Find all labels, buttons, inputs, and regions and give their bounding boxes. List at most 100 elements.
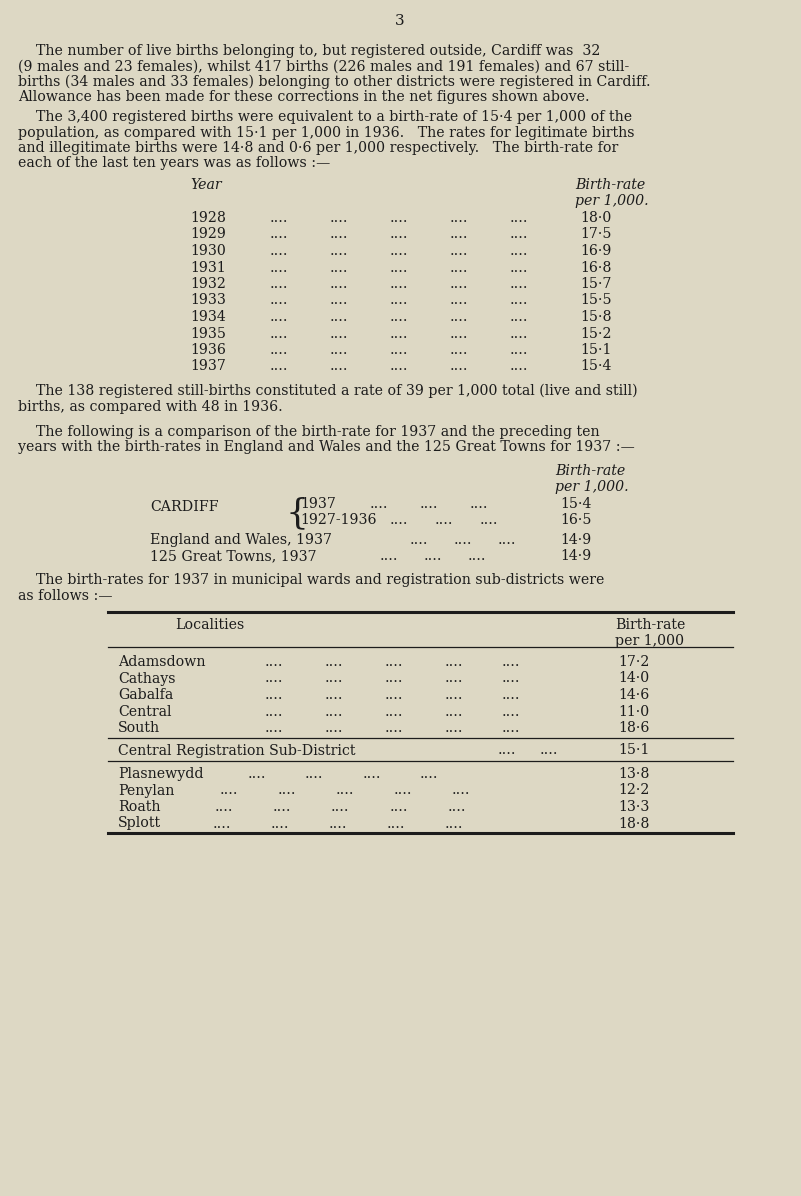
Text: 1933: 1933 — [190, 293, 226, 307]
Text: ....: .... — [305, 767, 324, 781]
Text: 15·1: 15·1 — [580, 343, 611, 356]
Text: ....: .... — [420, 498, 438, 511]
Text: ....: .... — [270, 360, 288, 373]
Text: ....: .... — [385, 655, 404, 669]
Text: 16·9: 16·9 — [580, 244, 611, 258]
Text: 1934: 1934 — [190, 310, 226, 324]
Text: ....: .... — [502, 655, 521, 669]
Text: ....: .... — [470, 498, 489, 511]
Text: ....: .... — [336, 783, 355, 798]
Text: 1929: 1929 — [190, 227, 226, 242]
Text: ....: .... — [270, 210, 288, 225]
Text: 15·1: 15·1 — [618, 744, 650, 757]
Text: ....: .... — [498, 533, 517, 547]
Text: Central: Central — [118, 704, 171, 719]
Text: as follows :—: as follows :— — [18, 588, 112, 603]
Text: ....: .... — [390, 360, 409, 373]
Text: 15·7: 15·7 — [580, 277, 611, 291]
Text: ....: .... — [325, 721, 344, 736]
Text: 1936: 1936 — [190, 343, 226, 356]
Text: ....: .... — [270, 293, 288, 307]
Text: per 1,000.: per 1,000. — [555, 480, 629, 494]
Text: 16·5: 16·5 — [560, 513, 591, 527]
Text: ....: .... — [435, 513, 453, 527]
Text: ....: .... — [330, 244, 348, 258]
Text: ....: .... — [450, 277, 469, 291]
Text: ....: .... — [502, 671, 521, 685]
Text: ....: .... — [385, 704, 404, 719]
Text: ....: .... — [325, 704, 344, 719]
Text: ....: .... — [450, 210, 469, 225]
Text: ....: .... — [331, 800, 349, 814]
Text: ....: .... — [380, 549, 399, 563]
Text: 1932: 1932 — [190, 277, 226, 291]
Text: per 1,000: per 1,000 — [615, 634, 685, 647]
Text: ....: .... — [329, 817, 348, 830]
Text: ....: .... — [265, 688, 284, 702]
Text: ....: .... — [445, 817, 464, 830]
Text: ....: .... — [450, 360, 469, 373]
Text: Year: Year — [190, 178, 222, 193]
Text: ....: .... — [273, 800, 292, 814]
Text: ....: .... — [370, 498, 388, 511]
Text: 13·8: 13·8 — [618, 767, 650, 781]
Text: ....: .... — [325, 655, 344, 669]
Text: ....: .... — [270, 310, 288, 324]
Text: ....: .... — [448, 800, 466, 814]
Text: ....: .... — [363, 767, 381, 781]
Text: ....: .... — [330, 293, 348, 307]
Text: ....: .... — [510, 277, 529, 291]
Text: ....: .... — [468, 549, 486, 563]
Text: ....: .... — [270, 277, 288, 291]
Text: ....: .... — [390, 800, 409, 814]
Text: ....: .... — [270, 343, 288, 356]
Text: Allowance has been made for these corrections in the net figures shown above.: Allowance has been made for these correc… — [18, 91, 590, 104]
Text: ....: .... — [390, 261, 409, 275]
Text: ....: .... — [390, 293, 409, 307]
Text: 1928: 1928 — [190, 210, 226, 225]
Text: Birth-rate: Birth-rate — [555, 464, 626, 478]
Text: ....: .... — [385, 688, 404, 702]
Text: Central Registration Sub-District: Central Registration Sub-District — [118, 744, 356, 757]
Text: ....: .... — [278, 783, 296, 798]
Text: CARDIFF: CARDIFF — [150, 500, 219, 514]
Text: ....: .... — [502, 721, 521, 736]
Text: ....: .... — [450, 343, 469, 356]
Text: ....: .... — [265, 671, 284, 685]
Text: ....: .... — [424, 549, 442, 563]
Text: 16·8: 16·8 — [580, 261, 611, 275]
Text: ....: .... — [445, 704, 464, 719]
Text: {: { — [285, 496, 308, 530]
Text: The birth-rates for 1937 in municipal wards and registration sub-districts were: The birth-rates for 1937 in municipal wa… — [18, 573, 605, 587]
Text: 15·2: 15·2 — [580, 327, 611, 341]
Text: ....: .... — [502, 688, 521, 702]
Text: ....: .... — [498, 744, 517, 757]
Text: births (34 males and 33 females) belonging to other districts were registered in: births (34 males and 33 females) belongi… — [18, 75, 650, 90]
Text: ....: .... — [330, 227, 348, 242]
Text: Splott: Splott — [118, 817, 161, 830]
Text: ....: .... — [450, 227, 469, 242]
Text: 17·5: 17·5 — [580, 227, 611, 242]
Text: ....: .... — [390, 277, 409, 291]
Text: ....: .... — [325, 671, 344, 685]
Text: 11·0: 11·0 — [618, 704, 650, 719]
Text: ....: .... — [510, 310, 529, 324]
Text: 15·5: 15·5 — [580, 293, 612, 307]
Text: ....: .... — [270, 327, 288, 341]
Text: ....: .... — [394, 783, 413, 798]
Text: ....: .... — [390, 244, 409, 258]
Text: ....: .... — [271, 817, 289, 830]
Text: ....: .... — [385, 721, 404, 736]
Text: ....: .... — [270, 244, 288, 258]
Text: ....: .... — [510, 210, 529, 225]
Text: ....: .... — [450, 293, 469, 307]
Text: ....: .... — [265, 704, 284, 719]
Text: 1937: 1937 — [300, 498, 336, 511]
Text: ....: .... — [325, 688, 344, 702]
Text: ....: .... — [445, 655, 464, 669]
Text: ....: .... — [420, 767, 438, 781]
Text: Birth-rate: Birth-rate — [615, 618, 685, 631]
Text: 1935: 1935 — [190, 327, 226, 341]
Text: per 1,000.: per 1,000. — [575, 194, 649, 207]
Text: births, as compared with 48 in 1936.: births, as compared with 48 in 1936. — [18, 399, 283, 414]
